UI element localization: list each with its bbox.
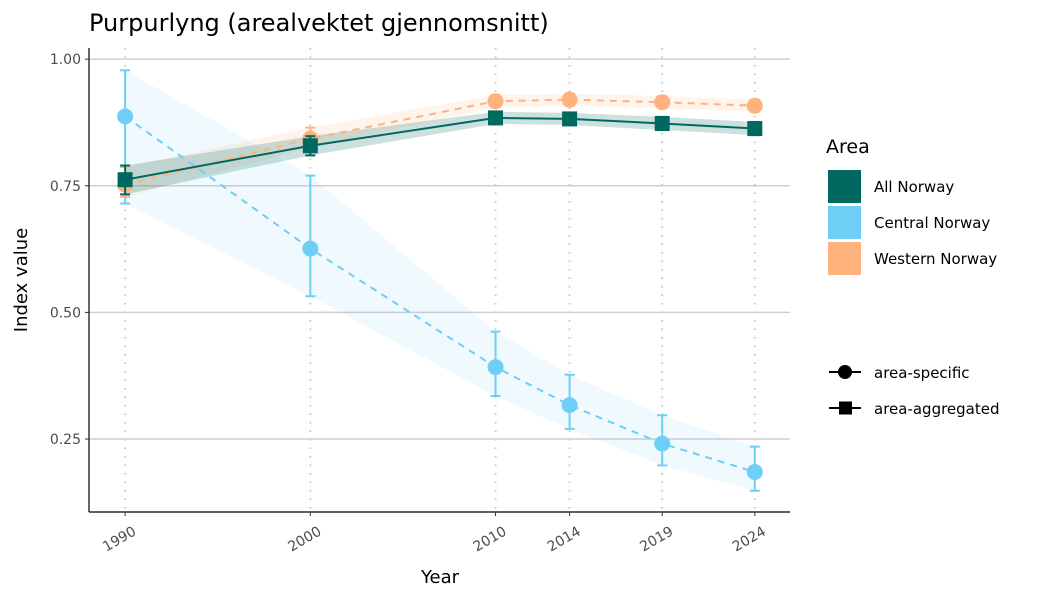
point-central-norway xyxy=(654,435,671,452)
square-icon xyxy=(839,401,852,415)
legend-label: Central Norway xyxy=(874,214,990,232)
ribbon-all-norway xyxy=(125,111,755,195)
point-central-norway xyxy=(302,240,319,257)
point-all-norway xyxy=(117,172,133,188)
chart-title: Purpurlyng (arealvektet gjennomsnitt) xyxy=(89,9,549,37)
point-all-norway xyxy=(654,115,670,131)
y-tick-label: 0.25 xyxy=(50,432,81,448)
x-tick-label: 1990 xyxy=(100,524,139,556)
point-central-norway xyxy=(117,108,134,125)
legend-swatch xyxy=(828,206,861,239)
point-western-norway xyxy=(561,91,578,108)
y-axis-label: Index value xyxy=(11,228,32,332)
x-tick-label: 2010 xyxy=(471,524,510,556)
x-tick-label: 2019 xyxy=(637,524,676,556)
point-central-norway xyxy=(746,463,763,480)
point-central-norway xyxy=(561,397,578,414)
legend-swatch xyxy=(828,170,861,203)
x-tick-label: 2000 xyxy=(285,524,324,556)
point-western-norway xyxy=(746,97,763,114)
legend-swatch xyxy=(828,242,861,275)
line-western-norway xyxy=(124,98,755,186)
y-tick-label: 0.50 xyxy=(50,305,81,321)
circle-icon xyxy=(838,365,852,379)
point-all-norway xyxy=(562,111,578,127)
x-tick-label: 2014 xyxy=(545,524,584,556)
legend-title: Area xyxy=(826,136,870,158)
legend-label: area-specific xyxy=(874,364,970,382)
legend-label: area-aggregated xyxy=(874,400,1000,418)
point-central-norway xyxy=(487,359,504,376)
legend-label: Western Norway xyxy=(874,250,997,268)
x-tick-label: 2024 xyxy=(730,524,769,556)
line-all-norway xyxy=(124,116,755,181)
x-axis-label: Year xyxy=(420,567,460,588)
point-all-norway xyxy=(302,138,318,154)
y-tick-label: 0.75 xyxy=(50,179,81,195)
legend-label: All Norway xyxy=(874,178,954,196)
point-western-norway xyxy=(487,93,504,110)
y-tick-label: 1.00 xyxy=(50,52,81,68)
point-all-norway xyxy=(747,121,763,137)
point-western-norway xyxy=(654,94,671,111)
point-all-norway xyxy=(488,110,504,126)
ribbon-central-norway xyxy=(125,70,755,491)
